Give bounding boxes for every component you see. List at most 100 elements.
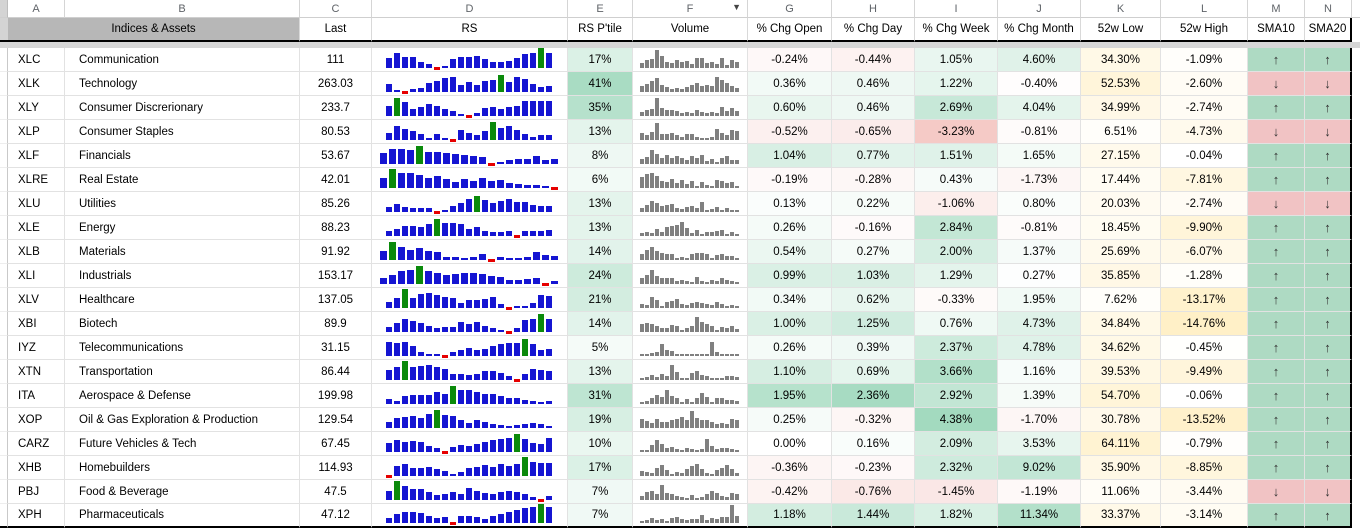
chg-week-cell[interactable]: 1.22% bbox=[915, 72, 998, 96]
sma20-cell[interactable]: ↓ bbox=[1305, 192, 1352, 216]
last-cell[interactable]: 88.23 bbox=[300, 216, 372, 240]
header-52w-low[interactable]: 52w Low bbox=[1081, 18, 1161, 42]
low52-cell[interactable]: 30.78% bbox=[1081, 408, 1161, 432]
sma20-cell[interactable]: ↑ bbox=[1305, 312, 1352, 336]
header-sma10[interactable]: SMA10 bbox=[1248, 18, 1305, 42]
rs-ptile-cell[interactable]: 14% bbox=[568, 312, 633, 336]
chg-month-cell[interactable]: 3.53% bbox=[998, 432, 1081, 456]
low52-cell[interactable]: 25.69% bbox=[1081, 240, 1161, 264]
low52-cell[interactable]: 35.85% bbox=[1081, 264, 1161, 288]
last-cell[interactable]: 114.93 bbox=[300, 456, 372, 480]
last-cell[interactable]: 86.44 bbox=[300, 360, 372, 384]
header-52w-high[interactable]: 52w High bbox=[1161, 18, 1248, 42]
low52-cell[interactable]: 34.84% bbox=[1081, 312, 1161, 336]
ticker-cell[interactable]: XBI bbox=[8, 312, 65, 336]
header-last[interactable]: Last bbox=[300, 18, 372, 42]
volume-sparkline-cell[interactable] bbox=[633, 240, 748, 264]
name-cell[interactable]: Pharmaceuticals bbox=[65, 504, 300, 528]
chg-day-cell[interactable]: 0.22% bbox=[832, 192, 915, 216]
rs-ptile-cell[interactable]: 13% bbox=[568, 120, 633, 144]
volume-sparkline-cell[interactable] bbox=[633, 384, 748, 408]
chg-week-cell[interactable]: 2.37% bbox=[915, 336, 998, 360]
chg-month-cell[interactable]: -1.70% bbox=[998, 408, 1081, 432]
header-rs-ptile[interactable]: RS P'tile bbox=[568, 18, 633, 42]
last-cell[interactable]: 91.92 bbox=[300, 240, 372, 264]
chg-week-cell[interactable]: 2.32% bbox=[915, 456, 998, 480]
chg-week-cell[interactable]: 2.00% bbox=[915, 240, 998, 264]
last-cell[interactable]: 263.03 bbox=[300, 72, 372, 96]
sma20-cell[interactable]: ↓ bbox=[1305, 120, 1352, 144]
high52-cell[interactable]: -1.09% bbox=[1161, 48, 1248, 72]
chg-day-cell[interactable]: 0.39% bbox=[832, 336, 915, 360]
name-cell[interactable]: Homebuilders bbox=[65, 456, 300, 480]
chg-month-cell[interactable]: 4.04% bbox=[998, 96, 1081, 120]
volume-sparkline-cell[interactable] bbox=[633, 264, 748, 288]
chg-month-cell[interactable]: 0.80% bbox=[998, 192, 1081, 216]
rs-sparkline-cell[interactable] bbox=[372, 48, 568, 72]
chg-week-cell[interactable]: 1.05% bbox=[915, 48, 998, 72]
ticker-cell[interactable]: PBJ bbox=[8, 480, 65, 504]
name-cell[interactable]: Industrials bbox=[65, 264, 300, 288]
rs-sparkline-cell[interactable] bbox=[372, 120, 568, 144]
ticker-cell[interactable]: XLE bbox=[8, 216, 65, 240]
volume-sparkline-cell[interactable] bbox=[633, 72, 748, 96]
chg-month-cell[interactable]: -1.19% bbox=[998, 480, 1081, 504]
chg-open-cell[interactable]: 0.54% bbox=[748, 240, 832, 264]
chg-open-cell[interactable]: 1.10% bbox=[748, 360, 832, 384]
sma20-cell[interactable]: ↑ bbox=[1305, 336, 1352, 360]
last-cell[interactable]: 137.05 bbox=[300, 288, 372, 312]
chg-open-cell[interactable]: -0.52% bbox=[748, 120, 832, 144]
rs-sparkline-cell[interactable] bbox=[372, 168, 568, 192]
sma20-cell[interactable]: ↑ bbox=[1305, 504, 1352, 528]
header-chg-week[interactable]: % Chg Week bbox=[915, 18, 998, 42]
chg-open-cell[interactable]: -0.19% bbox=[748, 168, 832, 192]
chg-open-cell[interactable]: 0.25% bbox=[748, 408, 832, 432]
last-cell[interactable]: 42.01 bbox=[300, 168, 372, 192]
rs-ptile-cell[interactable]: 13% bbox=[568, 360, 633, 384]
low52-cell[interactable]: 33.37% bbox=[1081, 504, 1161, 528]
sma20-cell[interactable]: ↓ bbox=[1305, 480, 1352, 504]
ticker-cell[interactable]: XPH bbox=[8, 504, 65, 528]
column-header-N[interactable]: N bbox=[1305, 0, 1352, 18]
high52-cell[interactable]: -2.60% bbox=[1161, 72, 1248, 96]
chg-week-cell[interactable]: -1.45% bbox=[915, 480, 998, 504]
chg-open-cell[interactable]: 1.18% bbox=[748, 504, 832, 528]
sheet-corner[interactable] bbox=[0, 0, 8, 18]
rs-sparkline-cell[interactable] bbox=[372, 312, 568, 336]
name-cell[interactable]: Energy bbox=[65, 216, 300, 240]
high52-cell[interactable]: -0.79% bbox=[1161, 432, 1248, 456]
sma20-cell[interactable]: ↑ bbox=[1305, 240, 1352, 264]
chg-week-cell[interactable]: 2.92% bbox=[915, 384, 998, 408]
rs-ptile-cell[interactable]: 6% bbox=[568, 168, 633, 192]
sma10-cell[interactable]: ↑ bbox=[1248, 216, 1305, 240]
rs-ptile-cell[interactable]: 19% bbox=[568, 408, 633, 432]
chg-month-cell[interactable]: -1.73% bbox=[998, 168, 1081, 192]
rs-sparkline-cell[interactable] bbox=[372, 96, 568, 120]
high52-cell[interactable]: -2.74% bbox=[1161, 192, 1248, 216]
chg-open-cell[interactable]: 0.00% bbox=[748, 432, 832, 456]
chg-week-cell[interactable]: 1.82% bbox=[915, 504, 998, 528]
sma10-cell[interactable]: ↑ bbox=[1248, 432, 1305, 456]
last-cell[interactable]: 111 bbox=[300, 48, 372, 72]
chg-open-cell[interactable]: -0.42% bbox=[748, 480, 832, 504]
volume-sparkline-cell[interactable] bbox=[633, 120, 748, 144]
chg-day-cell[interactable]: 0.27% bbox=[832, 240, 915, 264]
last-cell[interactable]: 47.12 bbox=[300, 504, 372, 528]
ticker-cell[interactable]: IYZ bbox=[8, 336, 65, 360]
sma20-cell[interactable]: ↑ bbox=[1305, 360, 1352, 384]
ticker-cell[interactable]: XLI bbox=[8, 264, 65, 288]
rs-sparkline-cell[interactable] bbox=[372, 480, 568, 504]
chg-month-cell[interactable]: 1.65% bbox=[998, 144, 1081, 168]
chg-open-cell[interactable]: 0.26% bbox=[748, 336, 832, 360]
volume-sparkline-cell[interactable] bbox=[633, 288, 748, 312]
last-cell[interactable]: 233.7 bbox=[300, 96, 372, 120]
chg-month-cell[interactable]: -0.40% bbox=[998, 72, 1081, 96]
volume-sparkline-cell[interactable] bbox=[633, 504, 748, 528]
rs-sparkline-cell[interactable] bbox=[372, 360, 568, 384]
name-cell[interactable]: Aerospace & Defense bbox=[65, 384, 300, 408]
frozen-row-divider[interactable] bbox=[0, 42, 1360, 48]
high52-cell[interactable]: -2.74% bbox=[1161, 96, 1248, 120]
volume-sparkline-cell[interactable] bbox=[633, 360, 748, 384]
rs-sparkline-cell[interactable] bbox=[372, 336, 568, 360]
sma20-cell[interactable]: ↑ bbox=[1305, 408, 1352, 432]
